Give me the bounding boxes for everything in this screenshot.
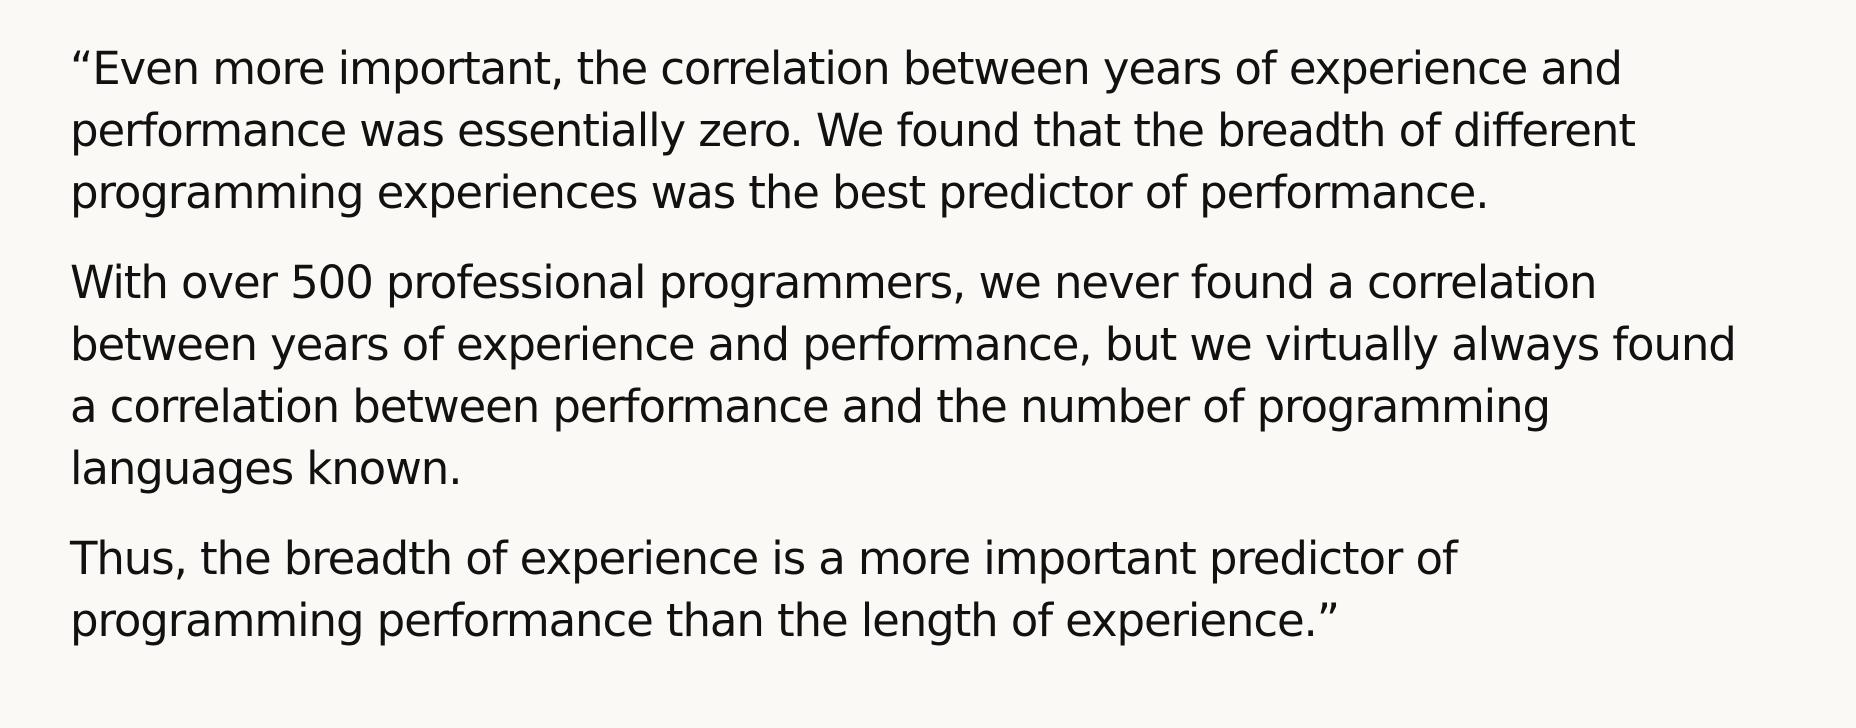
quote-line: “Even more important, the correlation be… xyxy=(70,42,1623,95)
quote-line: between years of experience and performa… xyxy=(70,318,1737,371)
quote-line: performance was essentially zero. We fou… xyxy=(70,104,1636,157)
quote-line: programming performance than the length … xyxy=(70,594,1340,647)
quote-block: “Even more important, the correlation be… xyxy=(70,38,1830,652)
quote-line: a correlation between performance and th… xyxy=(70,380,1551,433)
quote-paragraph-2: With over 500 professional programmers, … xyxy=(70,252,1830,500)
quote-line: With over 500 professional programmers, … xyxy=(70,256,1598,309)
quote-line: Thus, the breadth of experience is a mor… xyxy=(70,532,1458,585)
quote-line: programming experiences was the best pre… xyxy=(70,166,1490,219)
quote-paragraph-3: Thus, the breadth of experience is a mor… xyxy=(70,528,1830,652)
quote-paragraph-1: “Even more important, the correlation be… xyxy=(70,38,1830,224)
quote-line: languages known. xyxy=(70,442,463,495)
